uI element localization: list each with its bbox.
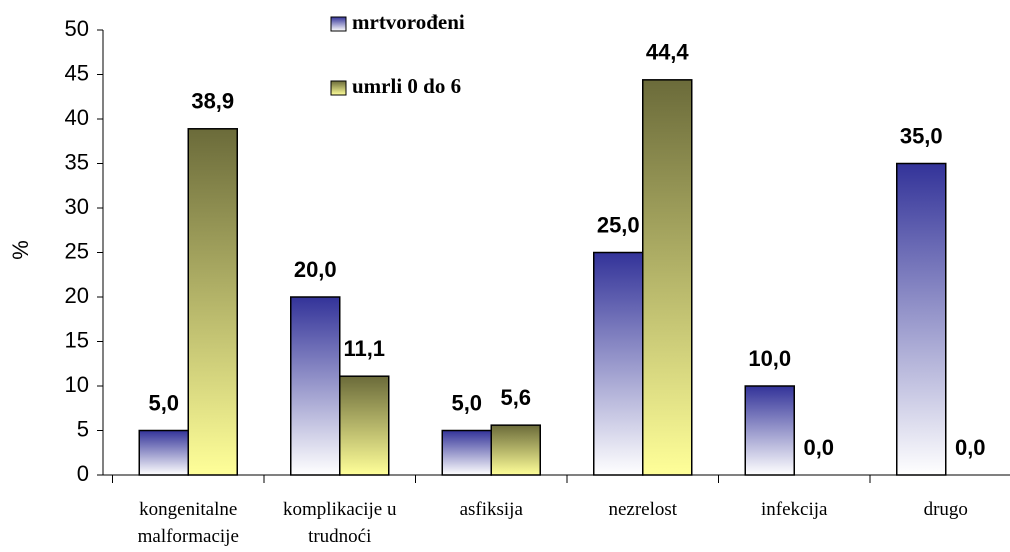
bar xyxy=(138,429,189,476)
legend-swatch xyxy=(330,80,347,96)
y-axis-label: % xyxy=(8,240,33,260)
x-tick-label: nezrelost xyxy=(608,499,677,520)
value-label: 0,0 xyxy=(955,435,986,460)
bar xyxy=(593,251,644,476)
value-label: 20,0 xyxy=(294,257,337,282)
y-tick-label: 30 xyxy=(65,194,89,219)
y-tick-label: 25 xyxy=(65,238,89,263)
value-label: 11,1 xyxy=(343,336,385,361)
bar xyxy=(290,296,341,476)
legend-label: mrtvorođeni xyxy=(352,10,465,34)
x-tick-label: infekcija xyxy=(761,499,828,520)
bar xyxy=(339,375,390,476)
y-tick-label: 20 xyxy=(65,283,89,308)
value-label: 5,0 xyxy=(451,390,482,415)
value-label: 0,0 xyxy=(803,435,834,460)
legend-label: umrli 0 do 6 xyxy=(352,74,461,98)
y-tick-label: 0 xyxy=(77,461,89,486)
value-label: 25,0 xyxy=(597,212,640,237)
bar xyxy=(744,385,795,476)
value-label: 10,0 xyxy=(748,346,791,371)
y-tick-label: 10 xyxy=(65,372,89,397)
y-tick-label: 5 xyxy=(77,416,89,441)
x-tick-label: drugo xyxy=(924,499,968,520)
value-label: 35,0 xyxy=(900,123,943,148)
x-tick-label: kongenitalne malformacije xyxy=(138,499,239,547)
value-label: 5,0 xyxy=(148,390,179,415)
legend-swatch xyxy=(330,16,347,32)
bar xyxy=(187,128,238,476)
bar xyxy=(490,424,541,476)
x-tick-label: komplikacije u trudnoći xyxy=(283,499,397,547)
y-tick-label: 35 xyxy=(65,149,89,174)
value-label: 5,6 xyxy=(500,385,531,410)
value-label: 44,4 xyxy=(646,40,690,65)
value-label: 38,9 xyxy=(191,89,234,114)
y-tick-label: 40 xyxy=(65,105,89,130)
x-tick-label: asfiksija xyxy=(460,499,524,520)
bar xyxy=(441,429,492,476)
y-tick-label: 45 xyxy=(65,60,89,85)
bar xyxy=(642,79,693,476)
y-tick-label: 15 xyxy=(65,327,89,352)
bar xyxy=(896,162,947,476)
y-tick-label: 50 xyxy=(65,16,89,41)
